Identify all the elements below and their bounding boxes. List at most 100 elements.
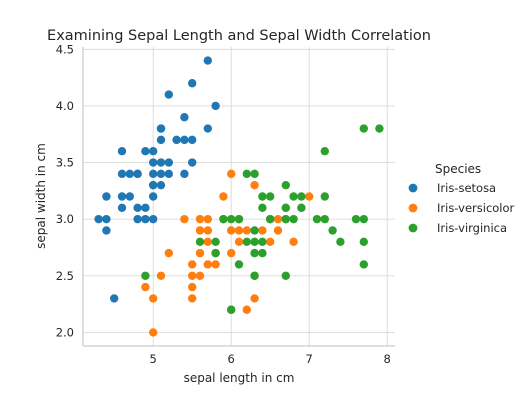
data-point (133, 214, 142, 224)
data-point (102, 192, 111, 201)
data-point (195, 271, 205, 280)
data-point (211, 237, 220, 247)
data-point (242, 226, 251, 235)
data-point (250, 169, 259, 179)
data-point (188, 79, 197, 88)
data-point (203, 237, 212, 247)
data-point (117, 192, 127, 201)
data-point (250, 237, 259, 247)
data-point (149, 192, 158, 201)
data-point (156, 158, 166, 167)
data-point (133, 203, 142, 213)
data-point (117, 146, 127, 156)
data-point (219, 192, 228, 201)
data-point (188, 158, 197, 167)
data-point (258, 226, 267, 235)
data-point (195, 226, 205, 235)
legend-label-2: Iris-virginica (437, 221, 507, 235)
data-point (351, 214, 361, 224)
data-point (320, 214, 329, 224)
data-point (117, 203, 127, 213)
series-iris-virginica (141, 124, 384, 314)
data-point (258, 248, 267, 258)
data-point (211, 101, 220, 111)
y-axis-label: sepal width in cm (34, 143, 48, 249)
data-point (156, 271, 166, 280)
legend-marker-0 (408, 183, 418, 193)
data-point (141, 271, 150, 280)
data-point (266, 237, 275, 247)
data-point (359, 237, 368, 247)
series-iris-versicolor (141, 169, 314, 337)
data-point (281, 180, 290, 190)
data-point (297, 203, 306, 213)
data-point (328, 226, 337, 235)
data-point (320, 146, 329, 156)
data-point (149, 294, 158, 303)
data-point (242, 169, 251, 179)
legend-marker-1 (408, 203, 418, 213)
data-point (102, 214, 111, 224)
data-point (141, 146, 150, 156)
x-axis-label: sepal length in cm (184, 371, 295, 385)
data-point (203, 260, 212, 269)
data-point (250, 271, 259, 280)
data-point (242, 305, 251, 314)
data-point (203, 124, 212, 133)
data-point (149, 214, 158, 224)
data-point (227, 214, 236, 224)
data-point (359, 214, 368, 224)
data-point (180, 113, 189, 122)
x-tick-label-1: 6 (228, 352, 235, 366)
data-point (195, 237, 205, 247)
data-point (227, 169, 236, 179)
data-point (195, 248, 205, 258)
data-point (156, 169, 166, 179)
data-point (125, 169, 134, 179)
y-tick-label-0: 2.0 (56, 325, 74, 339)
data-point (219, 214, 228, 224)
data-point (359, 124, 368, 133)
data-point (281, 203, 290, 213)
data-point (336, 237, 345, 247)
data-point (305, 192, 314, 201)
data-point (164, 169, 173, 179)
y-tick-label-1: 2.5 (56, 269, 74, 283)
data-point (297, 192, 306, 201)
data-point (227, 305, 236, 314)
data-point (359, 260, 368, 269)
data-point (141, 214, 150, 224)
data-point (266, 214, 275, 224)
data-point (164, 90, 173, 99)
data-points (94, 56, 384, 337)
data-point (156, 135, 166, 145)
data-point (180, 214, 189, 224)
y-tick-label-3: 3.5 (56, 156, 74, 170)
data-point (141, 203, 150, 213)
legend-label-0: Iris-setosa (437, 181, 496, 195)
data-point (211, 248, 220, 258)
legend-label-1: Iris-versicolor (437, 201, 515, 215)
data-point (266, 192, 275, 201)
data-point (289, 237, 298, 247)
data-point (281, 271, 290, 280)
data-point (195, 214, 205, 224)
data-point (258, 192, 267, 201)
x-tick-label-0: 5 (150, 352, 157, 366)
data-point (149, 180, 158, 190)
data-point (203, 56, 212, 65)
data-point (133, 169, 142, 179)
data-point (149, 146, 158, 156)
data-point (125, 192, 134, 201)
x-tick-label-3: 8 (384, 352, 391, 366)
data-point (156, 180, 166, 190)
y-tick-label-4: 4.0 (56, 99, 74, 113)
data-point (227, 226, 236, 235)
data-point (94, 214, 103, 224)
data-point (312, 214, 322, 224)
data-point (234, 260, 244, 269)
data-point (273, 226, 283, 235)
data-point (180, 169, 189, 179)
data-point (188, 294, 197, 303)
